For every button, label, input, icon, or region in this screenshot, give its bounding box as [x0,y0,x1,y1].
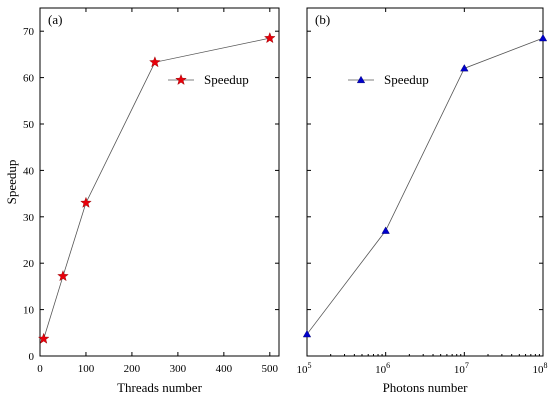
plot-frame [306,7,544,357]
data-point-triangle [538,33,548,42]
y-tick-label: 40 [23,165,35,177]
plot-frame [39,7,280,357]
data-point-star [37,332,50,344]
series-line [306,37,544,335]
legend-triangle-icon [356,75,366,84]
y-tick-label: 50 [23,119,35,131]
data-point-star [149,56,161,68]
x-tick-label: 107 [454,361,469,376]
legend-label: Speedup [384,72,429,87]
data-point-triangle [302,329,312,338]
x-tick-label: 200 [124,363,141,375]
chart-panel-a: 0 10 20 30 40 50 60 70 0 100 200 300 400 500 (a) Thread… [4,7,280,395]
x-tick-label: 0 [37,363,43,375]
x-tick-label: 400 [216,363,233,375]
data-point-triangle [381,226,390,234]
x-axis-title: Threads number [117,380,203,395]
x-tick-label: 500 [262,363,279,375]
data-point-triangle [460,64,469,72]
x-tick-label: 108 [533,361,548,376]
x-tick-label: 100 [78,363,95,375]
y-tick-label: 0 [29,351,35,363]
data-point-star [264,32,276,44]
y-tick-label: 10 [23,305,35,317]
y-tick-label: 30 [23,212,35,224]
x-tick-label: 106 [375,361,390,376]
y-tick-label: 60 [23,73,35,85]
x-axis-title: Photons number [383,380,469,395]
x-tick-label: 300 [170,363,187,375]
y-tick-label: 20 [23,258,35,270]
chart-panel-b: 105 106 107 108 (b) Photons number Speedup [297,7,548,395]
data-point-star [80,196,92,208]
y-tick-label: 70 [23,26,35,38]
y-axis-title: Speedup [4,160,19,205]
legend-star-icon [175,73,187,85]
legend-label: Speedup [204,72,249,87]
x-tick-label: 105 [297,361,312,376]
panel-label: (a) [48,12,62,27]
data-point-star [57,270,69,282]
panel-label: (b) [315,12,330,27]
